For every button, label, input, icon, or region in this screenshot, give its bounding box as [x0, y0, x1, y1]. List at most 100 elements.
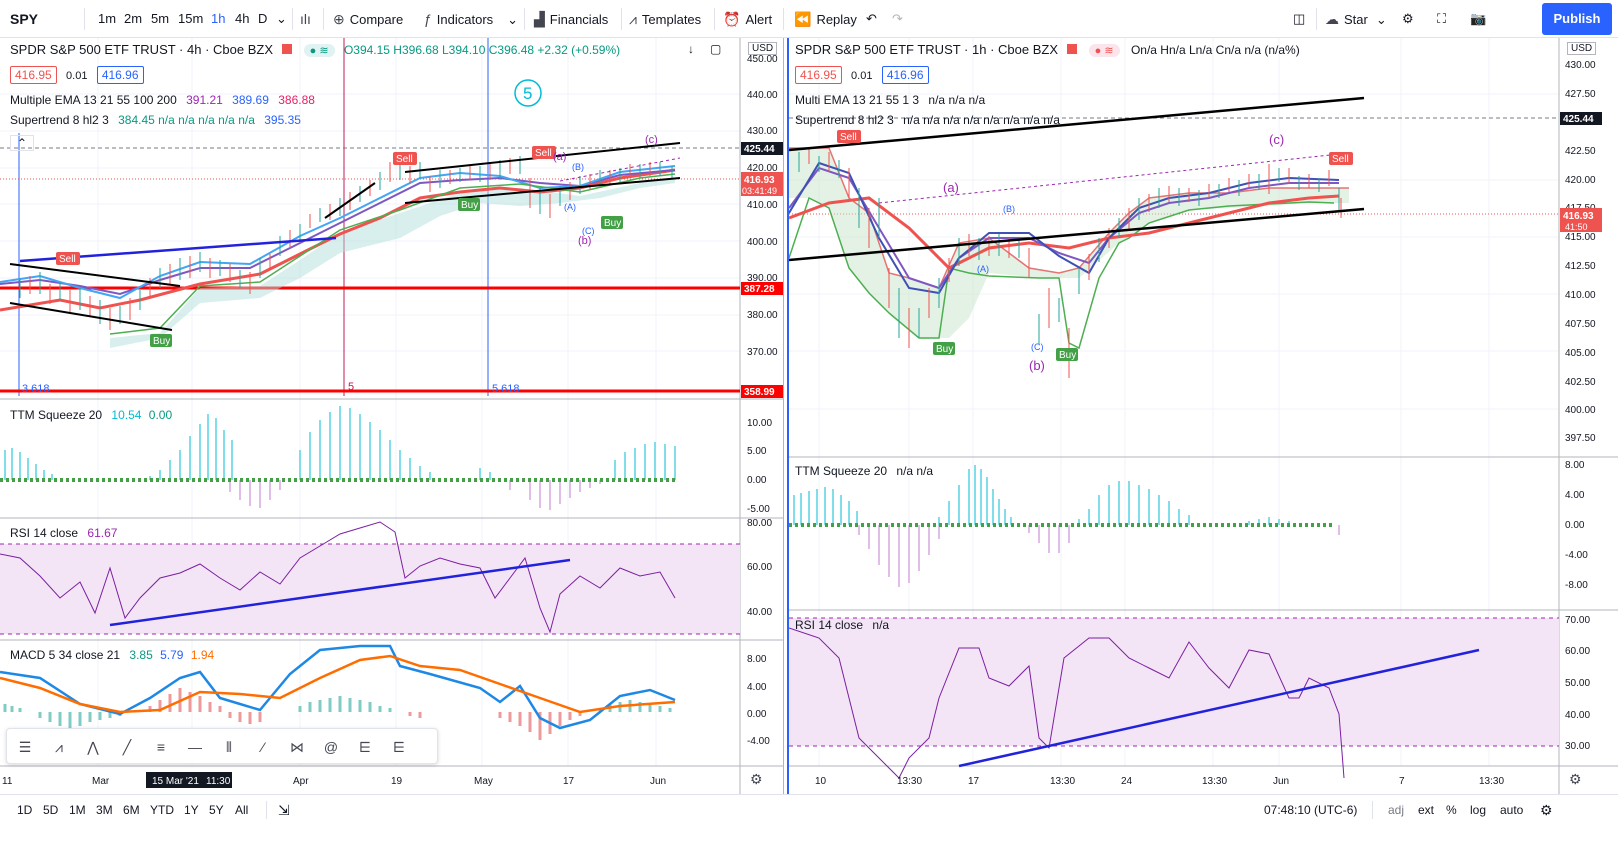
fib-retracement-icon[interactable]: ⋿ — [392, 739, 406, 755]
percent-toggle[interactable]: % — [1446, 803, 1457, 817]
financials-button[interactable]: ▟ Financials — [534, 0, 608, 38]
vertical-lines-icon[interactable]: ⦀ — [225, 739, 233, 755]
range-5D[interactable]: 5D — [43, 803, 59, 817]
adj-toggle[interactable]: adj — [1388, 803, 1405, 817]
maximize-pane-icon[interactable]: ▢ — [710, 42, 722, 56]
left-chart-canvas[interactable]: Sell Sell Sell Buy Buy Buy 5 (a) (b) (c)… — [0, 38, 784, 794]
fullscreen-icon[interactable]: ⛶ — [1437, 11, 1447, 26]
time-tick: May — [474, 776, 493, 787]
wave-a-label: (a) — [553, 151, 566, 163]
scroll-down-icon[interactable]: ↓ — [688, 42, 694, 56]
indicators-button[interactable]: ƒ Indicators ⌄ — [424, 0, 518, 38]
clock[interactable]: 07:48:10 (UTC-6) — [1264, 803, 1358, 817]
interval-4h[interactable]: 4h — [235, 11, 250, 26]
axis-settings-gear-icon[interactable]: ⚙ — [1569, 771, 1582, 787]
right-chart-pane[interactable]: Sell Sell Buy Buy (a) (b) (c) (B) (A) (C… — [787, 38, 1618, 794]
market-status-icon[interactable]: ● ≋ — [303, 44, 335, 57]
interval-5m[interactable]: 5m — [151, 11, 170, 26]
range-5Y[interactable]: 5Y — [209, 803, 224, 817]
flag-icon[interactable] — [1067, 44, 1078, 54]
crosshair-time-date: 15 Mar '21 — [152, 776, 199, 787]
log-toggle[interactable]: log — [1470, 803, 1487, 817]
fib-channel-icon[interactable]: ⋿ — [358, 739, 372, 755]
alert-button[interactable]: ⏰ Alert — [723, 0, 772, 38]
rsi-tick: 50.00 — [1565, 678, 1590, 689]
settings-gear-icon[interactable]: ⚙ — [1540, 802, 1553, 818]
right-chart-canvas[interactable]: Sell Sell Buy Buy (a) (b) (c) (B) (A) (C… — [789, 38, 1618, 794]
auto-toggle[interactable]: auto — [1500, 803, 1524, 817]
ask-price[interactable]: 416.96 — [96, 66, 144, 84]
star-button[interactable]: ☁ Star ⌄ — [1325, 0, 1387, 38]
price-tick: 402.50 — [1565, 377, 1596, 388]
ema-legend[interactable]: Multiple EMA 13 21 55 100 200 391.21 389… — [10, 93, 315, 107]
publish-button[interactable]: Publish — [1542, 3, 1612, 35]
collapse-legend-icon[interactable]: ⌃ — [10, 135, 35, 151]
axis-settings-gear-icon[interactable]: ⚙ — [750, 771, 763, 787]
abc-wave-icon[interactable]: ⋀ — [87, 739, 99, 755]
redo-icon[interactable]: ↷ — [892, 11, 903, 26]
range-YTD[interactable]: YTD — [150, 803, 174, 817]
camera-icon[interactable]: 📷 — [1470, 11, 1487, 26]
range-1M[interactable]: 1M — [69, 803, 86, 817]
range-All[interactable]: All — [235, 803, 249, 817]
macd-legend[interactable]: MACD 5 34 close 21 3.85 5.79 1.94 — [10, 648, 214, 662]
templates-button[interactable]: ⩘ Templates — [629, 0, 701, 38]
price-box-387 — [741, 282, 783, 295]
wave-A-label: (A) — [977, 264, 989, 274]
range-1Y[interactable]: 1Y — [184, 803, 199, 817]
bid-price[interactable]: 416.95 — [10, 66, 57, 84]
interval-D[interactable]: D — [258, 11, 268, 26]
fib-icon[interactable]: ≡ — [156, 739, 166, 755]
time-tick: 11 — [2, 776, 13, 787]
replay-button[interactable]: ⏪ Replay — [794, 0, 857, 38]
undo-icon[interactable]: ↶ — [866, 11, 877, 26]
price-box-358 — [741, 385, 783, 398]
horizontal-ray-icon[interactable]: — — [188, 739, 202, 755]
interval-1h[interactable]: 1h — [211, 11, 226, 26]
currency-label[interactable]: USD — [1567, 42, 1597, 55]
rsi-legend[interactable]: RSI 14 close n/a — [795, 618, 889, 632]
goto-date-icon[interactable]: ⇲ — [278, 802, 290, 818]
market-status-icon[interactable]: ● ≋ — [1088, 44, 1120, 57]
ttm-tick: -8.00 — [1565, 580, 1588, 591]
pattern-icon[interactable]: ⋈ — [290, 739, 304, 755]
fib-spiral-icon[interactable]: @ — [323, 739, 339, 755]
symbol-search[interactable]: SPY — [10, 11, 39, 27]
supertrend-legend[interactable]: Supertrend 8 hl2 3 n/a n/a n/a n/a n/a n… — [795, 113, 1060, 127]
elliott-wave-icon[interactable]: ⩘ — [55, 739, 63, 755]
ask-price[interactable]: 416.96 — [881, 66, 929, 84]
interval-15m[interactable]: 15m — [178, 11, 204, 26]
currency-label[interactable]: USD — [748, 42, 778, 55]
range-3M[interactable]: 3M — [96, 803, 113, 817]
time-tick: 13:30 — [897, 776, 922, 787]
range-1D[interactable]: 1D — [17, 803, 33, 817]
trend-line-icon[interactable]: ╱ — [122, 739, 132, 755]
line-icon[interactable]: ⁄ — [261, 739, 265, 755]
chart-type-candles-icon[interactable]: ılı — [300, 11, 311, 27]
right-legend-title: SPDR S&P 500 ETF TRUST · 1h · Cboe BZX ●… — [795, 42, 1300, 57]
ema-legend[interactable]: Multi EMA 13 21 55 1 3 n/a n/a n/a — [795, 93, 985, 107]
horizontal-lines-icon[interactable]: ☰ — [18, 739, 32, 755]
bid-price[interactable]: 416.95 — [795, 66, 842, 84]
ttm-legend[interactable]: TTM Squeeze 20 10.54 0.00 — [10, 408, 172, 422]
flag-icon[interactable] — [282, 44, 293, 54]
interval-dropdown-icon[interactable]: ⌄ — [276, 11, 287, 26]
rsi-legend[interactable]: RSI 14 close 61.67 — [10, 526, 117, 540]
ttm-legend[interactable]: TTM Squeeze 20 n/a n/a — [795, 464, 933, 478]
layout-icon[interactable]: ◫ — [1293, 11, 1306, 26]
function-icon: ƒ — [424, 11, 432, 27]
settings-gear-icon[interactable]: ⚙ — [1402, 11, 1414, 26]
bar-chart-icon: ▟ — [534, 11, 545, 27]
supertrend-legend[interactable]: Supertrend 8 hl2 3 384.45 n/a n/a n/a n/… — [10, 113, 301, 127]
left-chart-pane[interactable]: Sell Sell Sell Buy Buy Buy 5 (a) (b) (c)… — [0, 38, 784, 794]
interval-1m[interactable]: 1m — [98, 11, 117, 26]
separator — [714, 8, 715, 30]
range-6M[interactable]: 6M — [123, 803, 140, 817]
ext-toggle[interactable]: ext — [1418, 803, 1435, 817]
buy-text: Buy — [153, 336, 170, 347]
interval-2m[interactable]: 2m — [124, 11, 143, 26]
separator — [266, 801, 267, 819]
compare-button[interactable]: ⊕ Compare — [333, 0, 403, 38]
wave-A-label: (A) — [564, 202, 576, 212]
chevron-down-icon: ⌄ — [1375, 12, 1387, 27]
